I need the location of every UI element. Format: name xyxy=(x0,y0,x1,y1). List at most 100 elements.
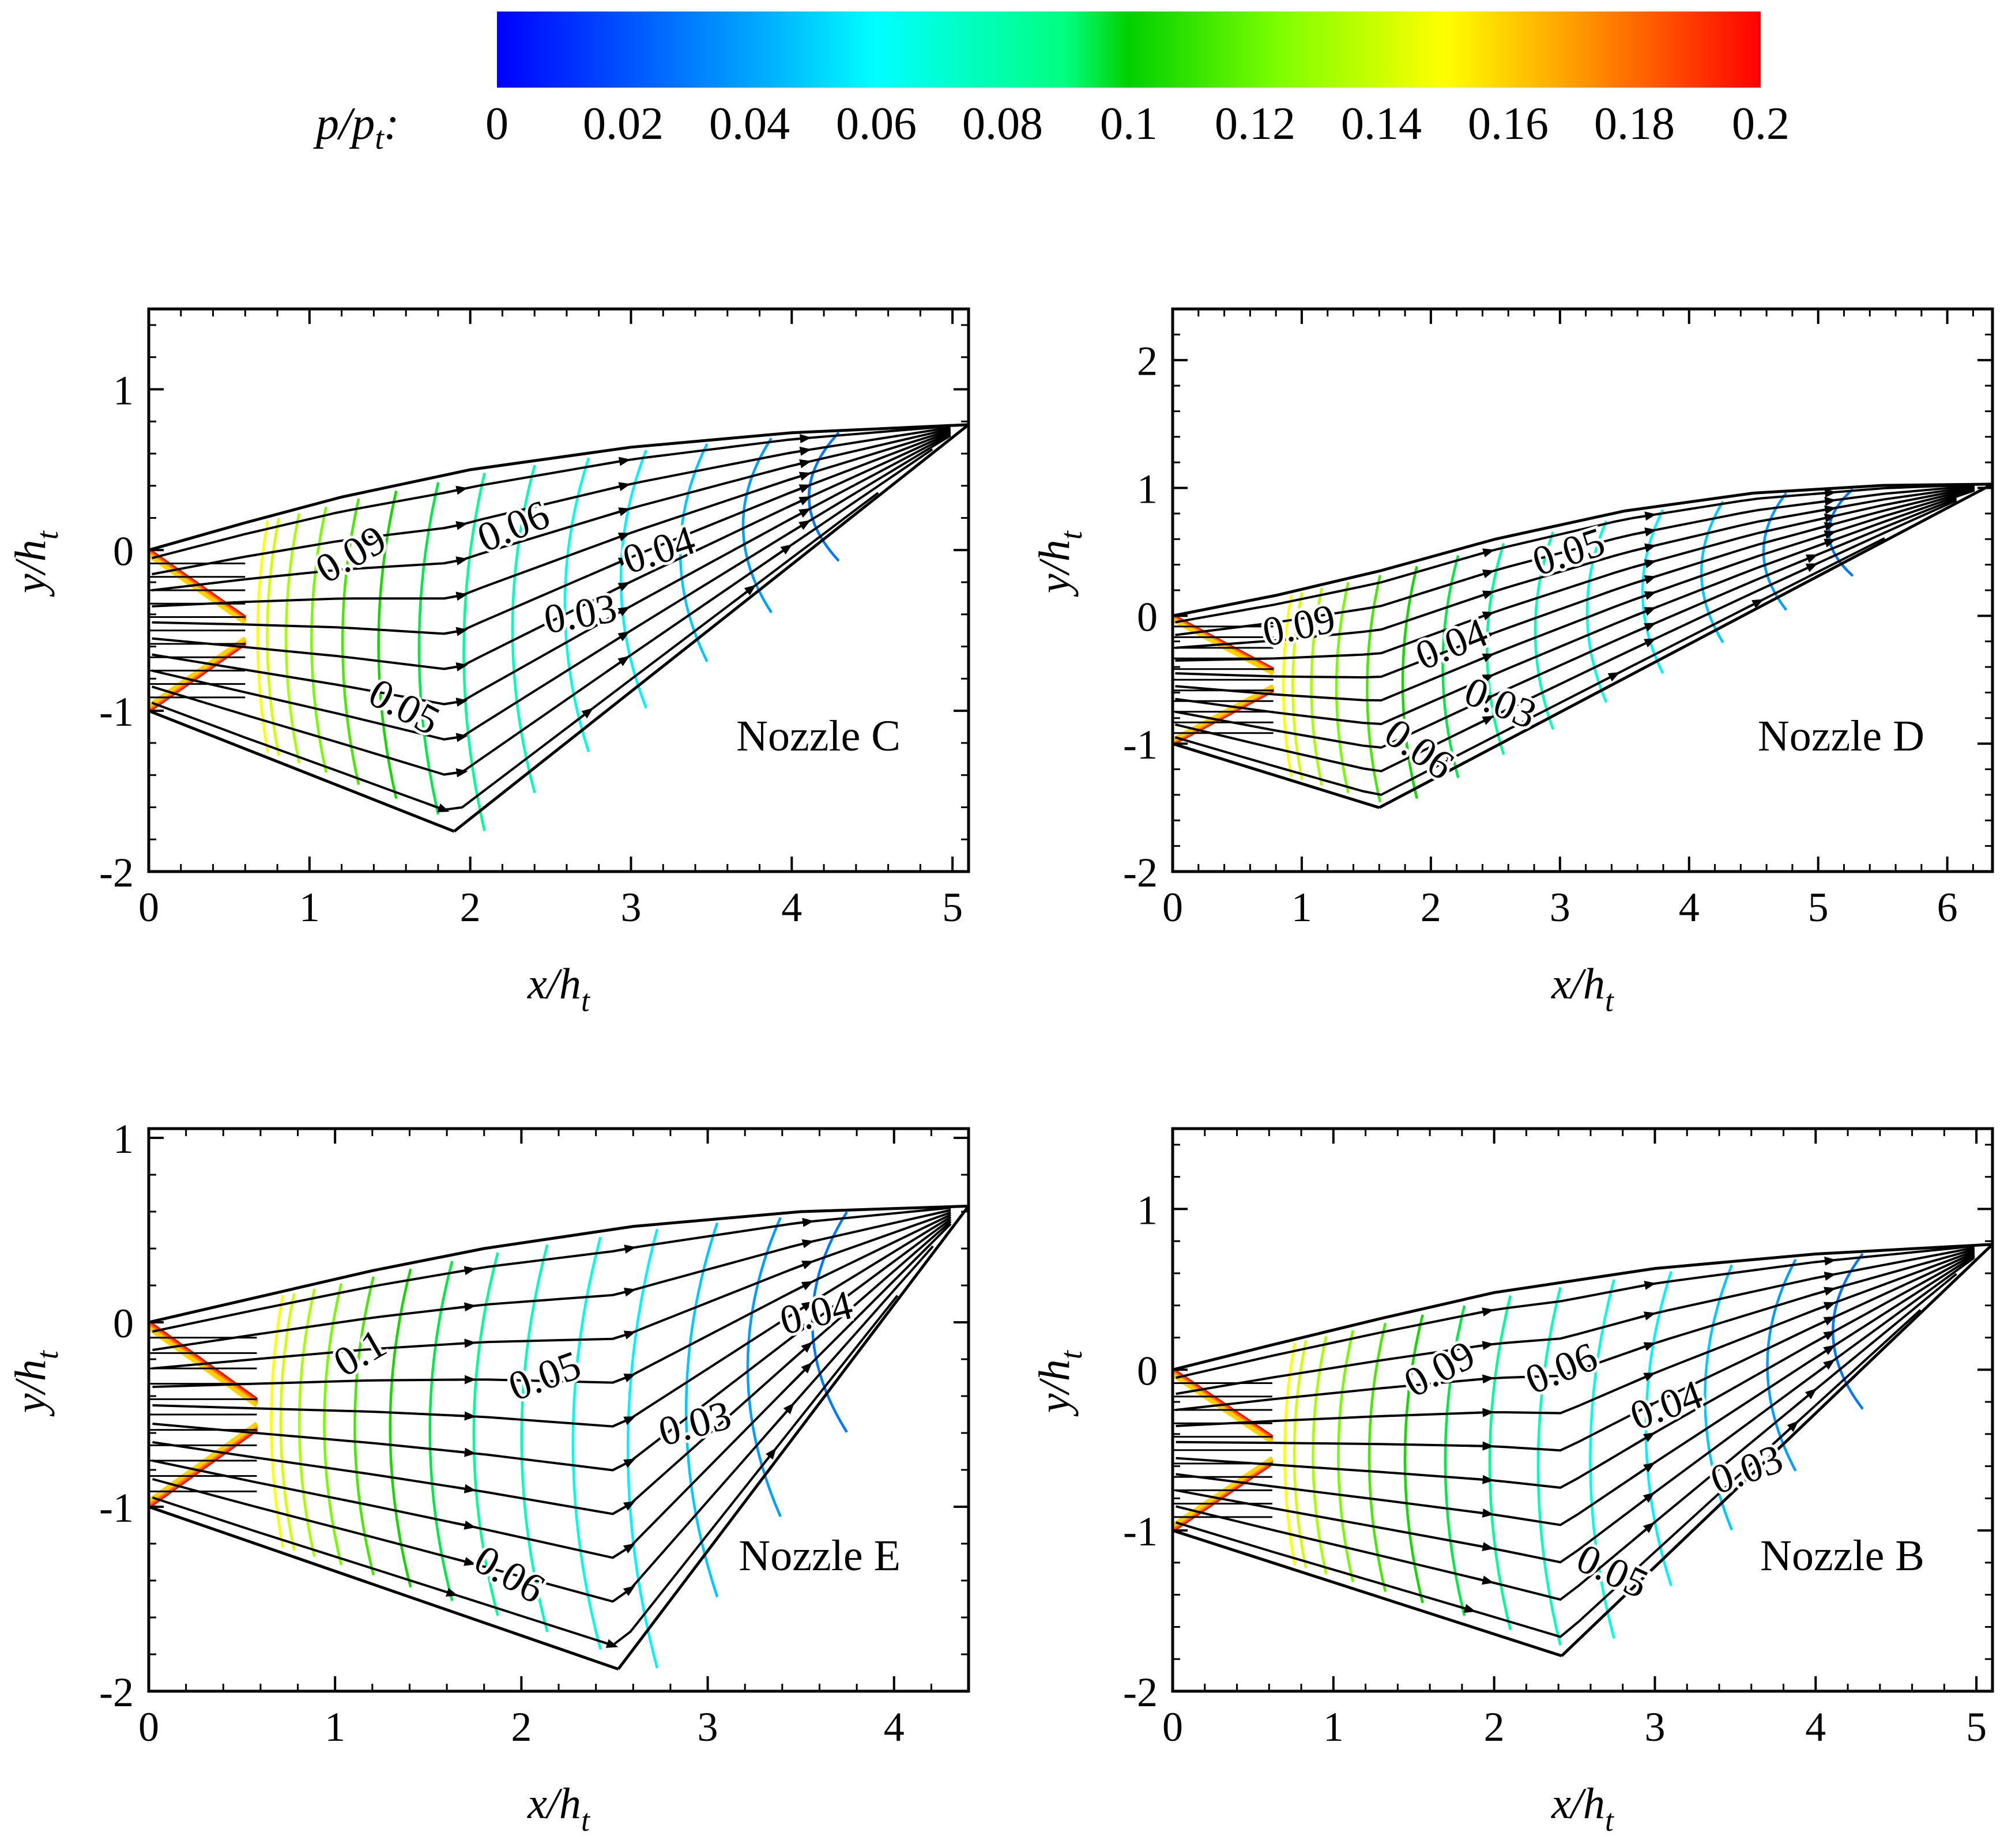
x-tick-label: 3 xyxy=(620,884,641,930)
streamline-arrow xyxy=(452,1302,476,1312)
streamline-arrow xyxy=(1812,1256,1836,1266)
colorbar-tick: 0.12 xyxy=(1215,99,1295,149)
streamline-arrow xyxy=(1471,569,1495,579)
streamline-arrow xyxy=(1470,1307,1494,1317)
y-tick-label: 1 xyxy=(1137,1187,1158,1233)
x-tick-label: 2 xyxy=(1421,884,1441,930)
upper-wall xyxy=(1172,1243,1993,1371)
streamline-arrow xyxy=(443,521,468,530)
colorbar-labels: p/pt: 0 0.02 0.04 0.06 0.08 0.1 0.12 0.1… xyxy=(0,98,2004,167)
pressure-contour xyxy=(520,1244,549,1632)
pressure-contour xyxy=(1312,1336,1328,1574)
streamline xyxy=(1175,499,1957,772)
x-axis-label: x/ht xyxy=(527,960,591,1018)
colorbar-tick: 0.18 xyxy=(1594,99,1675,149)
pressure-contour xyxy=(626,1228,659,1669)
streamline-arrow xyxy=(606,532,631,543)
streamline-arrow xyxy=(1812,496,1837,506)
streamline-arrow xyxy=(790,1281,814,1294)
y-tick-label: -2 xyxy=(99,1669,134,1715)
pressure-contour xyxy=(511,465,536,793)
streamline-arrow xyxy=(1811,1330,1836,1345)
streamline xyxy=(152,435,951,741)
streamline-arrow xyxy=(1470,715,1494,729)
pressure-contour xyxy=(619,450,647,709)
streamline-arrow xyxy=(444,733,468,742)
streamline xyxy=(151,492,879,811)
axes-frame xyxy=(1171,1127,1994,1693)
x-tick-label: 4 xyxy=(884,1704,905,1750)
colorbar-tick: 0.06 xyxy=(836,99,917,149)
streamline xyxy=(1176,1251,1975,1452)
pressure-contour xyxy=(147,553,247,625)
pressure-contour xyxy=(1368,1322,1387,1592)
pressure-contour xyxy=(417,482,440,815)
streamline-arrow xyxy=(771,1402,794,1428)
x-axis-label-sub: t xyxy=(581,983,591,1018)
contour-label: 0.03 xyxy=(654,1391,736,1455)
streamline-arrow xyxy=(1812,505,1837,515)
streamline-arrow xyxy=(790,1239,814,1249)
streamline xyxy=(1175,484,1975,624)
streamline-arrow xyxy=(1470,1474,1494,1484)
contour-label: 0.1 xyxy=(326,1320,394,1386)
streamline-arrow xyxy=(612,1244,636,1254)
x-tick-label: 1 xyxy=(299,884,320,930)
x-tick-label: 0 xyxy=(138,884,159,930)
streamline-arrow xyxy=(1471,611,1495,622)
streamline-arrow xyxy=(1632,1280,1656,1290)
x-tick-label: 5 xyxy=(1966,1704,1987,1750)
streamline-arrow xyxy=(1632,559,1657,568)
contour-label: 0.06 xyxy=(471,491,556,561)
x-tick-label: 6 xyxy=(1937,884,1958,930)
x-axis-label-sub: t xyxy=(1605,1803,1615,1838)
pressure-contour xyxy=(389,1268,412,1588)
streamline xyxy=(1176,1250,1975,1427)
y-axis-label: y/ht xyxy=(1030,1349,1088,1417)
streamline-arrow xyxy=(1812,530,1836,540)
streamline-arrow xyxy=(570,708,594,726)
streamline-arrow xyxy=(606,631,630,647)
x-tick-label: 2 xyxy=(1484,1704,1505,1750)
streamline-arrow xyxy=(769,544,793,561)
pressure-contour xyxy=(1171,1373,1274,1445)
streamline-arrow xyxy=(787,508,811,522)
streamline xyxy=(152,1211,951,1370)
streamline-arrow xyxy=(612,1585,635,1602)
contour-label: 0.05 xyxy=(361,669,447,744)
streamline-arrow xyxy=(733,584,756,603)
colorbar-tick: 0.16 xyxy=(1468,99,1549,149)
panel-title: Nozzle E xyxy=(739,1532,901,1580)
streamline-arrow xyxy=(790,1301,813,1317)
streamline-arrow xyxy=(612,1500,636,1515)
contour-label: 0.06 xyxy=(1519,1333,1604,1403)
streamline-arrow xyxy=(425,802,450,812)
streamline-arrow xyxy=(607,507,631,517)
y-tick-label: -1 xyxy=(1123,1508,1158,1555)
pressure-contour xyxy=(1337,1330,1354,1582)
streamline-arrow xyxy=(1812,1272,1836,1281)
x-tick-label: 3 xyxy=(1644,1704,1665,1750)
streamline-arrow xyxy=(607,482,631,491)
lower-wall xyxy=(1172,742,1380,809)
pressure-contour xyxy=(1310,587,1324,786)
streamline-arrow xyxy=(452,1447,476,1457)
y-axis-label-sub: t xyxy=(1054,530,1088,540)
streamline-arrow xyxy=(790,1217,815,1227)
streamline xyxy=(152,1213,952,1388)
y-axis-label: y/ht xyxy=(1030,530,1088,597)
x-tick-label: 2 xyxy=(460,884,481,930)
streamline-arrow xyxy=(790,1321,813,1340)
streamline-arrow xyxy=(789,1362,813,1385)
pressure-contour xyxy=(684,1222,719,1598)
streamline xyxy=(152,432,951,670)
streamline xyxy=(1175,486,1975,662)
streamline-arrow xyxy=(1632,1492,1655,1510)
streamline-arrow xyxy=(1632,543,1657,553)
x-axis-label: x/ht xyxy=(527,1779,591,1838)
lower-wall xyxy=(148,709,455,833)
streamline-arrow xyxy=(594,1638,619,1648)
y-tick-label: 0 xyxy=(113,1300,134,1347)
streamline-arrow xyxy=(1633,511,1657,521)
pressure-contour xyxy=(284,513,301,763)
